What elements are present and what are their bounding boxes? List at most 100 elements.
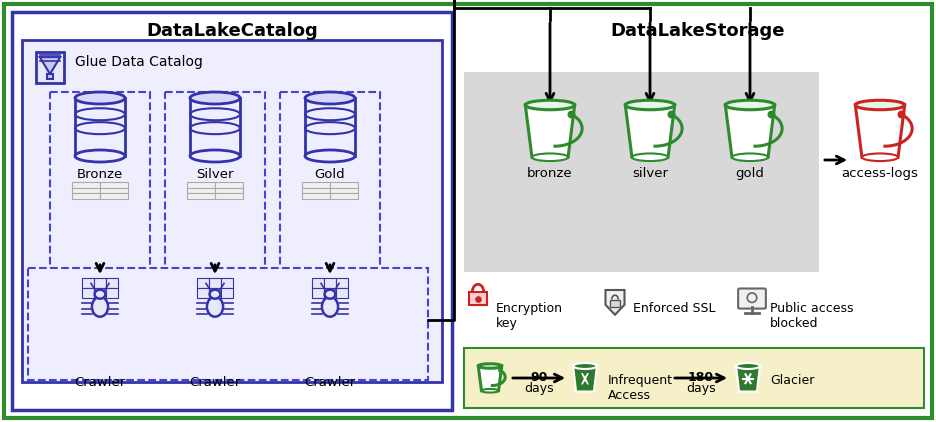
Ellipse shape — [75, 92, 125, 104]
Ellipse shape — [481, 389, 499, 392]
Polygon shape — [573, 366, 597, 392]
Ellipse shape — [190, 92, 240, 104]
Bar — [187, 182, 215, 187]
Ellipse shape — [325, 289, 335, 299]
Ellipse shape — [322, 297, 338, 316]
Bar — [464, 72, 819, 272]
Text: Crawler: Crawler — [74, 376, 125, 389]
Bar — [12, 12, 452, 410]
Bar — [190, 98, 240, 156]
Text: access-logs: access-logs — [841, 167, 918, 180]
Bar — [470, 292, 487, 305]
Bar — [330, 187, 358, 193]
Bar — [336, 278, 348, 288]
Bar — [75, 98, 125, 156]
Bar — [221, 288, 233, 298]
Ellipse shape — [736, 363, 760, 369]
Bar — [330, 182, 358, 187]
Bar — [82, 288, 94, 298]
Text: Glue Data Catalog: Glue Data Catalog — [75, 55, 203, 69]
Polygon shape — [736, 366, 760, 392]
Ellipse shape — [305, 92, 355, 104]
Bar — [100, 187, 128, 193]
Text: Silver: Silver — [197, 168, 234, 181]
Text: Glacier: Glacier — [770, 373, 814, 387]
Polygon shape — [606, 290, 624, 315]
Ellipse shape — [190, 150, 240, 162]
Bar — [302, 182, 330, 187]
Bar — [302, 187, 330, 193]
Bar — [312, 288, 324, 298]
Bar — [100, 193, 128, 198]
Text: Infrequent
Access: Infrequent Access — [608, 374, 673, 402]
Bar — [106, 278, 118, 288]
FancyBboxPatch shape — [739, 289, 766, 308]
Bar — [106, 288, 118, 298]
Bar — [72, 182, 100, 187]
Bar — [197, 278, 209, 288]
Bar — [312, 278, 324, 288]
Ellipse shape — [95, 289, 106, 299]
Text: bronze: bronze — [527, 167, 573, 180]
Polygon shape — [725, 105, 775, 157]
Ellipse shape — [210, 289, 220, 299]
Text: Crawler: Crawler — [304, 376, 356, 389]
Ellipse shape — [75, 150, 125, 162]
Polygon shape — [856, 105, 905, 157]
Bar — [47, 74, 53, 79]
Ellipse shape — [207, 297, 223, 316]
Bar — [72, 187, 100, 193]
Bar — [336, 288, 348, 298]
Bar — [302, 193, 330, 198]
Ellipse shape — [573, 363, 597, 369]
Bar — [215, 182, 243, 187]
Bar — [209, 288, 221, 298]
Ellipse shape — [478, 364, 502, 368]
Bar — [22, 40, 442, 382]
Ellipse shape — [732, 154, 768, 161]
Bar — [215, 193, 243, 198]
Text: days: days — [524, 382, 554, 395]
Text: Enforced SSL: Enforced SSL — [633, 302, 715, 315]
Ellipse shape — [725, 100, 775, 110]
Bar — [187, 187, 215, 193]
Polygon shape — [40, 57, 60, 74]
Ellipse shape — [856, 100, 905, 110]
Polygon shape — [625, 105, 675, 157]
Bar — [221, 278, 233, 288]
Text: Public access
blocked: Public access blocked — [770, 302, 854, 330]
Bar — [324, 288, 336, 298]
Bar — [165, 92, 265, 277]
Bar — [72, 193, 100, 198]
Bar — [37, 52, 64, 83]
Bar — [330, 193, 358, 198]
Bar — [324, 278, 336, 288]
Text: 180: 180 — [688, 371, 714, 384]
Text: DataLakeCatalog: DataLakeCatalog — [146, 22, 318, 40]
Polygon shape — [478, 366, 502, 391]
Bar — [82, 278, 94, 288]
Text: DataLakeStorage: DataLakeStorage — [611, 22, 785, 40]
Bar — [50, 92, 150, 277]
Bar — [209, 278, 221, 288]
Ellipse shape — [632, 154, 668, 161]
Bar — [464, 348, 924, 408]
Text: days: days — [686, 382, 716, 395]
Bar — [100, 182, 128, 187]
Ellipse shape — [862, 154, 898, 161]
Bar — [610, 300, 620, 307]
Bar — [187, 193, 215, 198]
Bar — [94, 278, 106, 288]
Text: Gold: Gold — [314, 168, 345, 181]
Ellipse shape — [305, 150, 355, 162]
Ellipse shape — [92, 297, 108, 316]
Bar — [215, 187, 243, 193]
Text: Bronze: Bronze — [77, 168, 124, 181]
Ellipse shape — [525, 100, 575, 110]
Text: Crawler: Crawler — [189, 376, 241, 389]
Ellipse shape — [625, 100, 675, 110]
Text: 90: 90 — [531, 371, 548, 384]
Text: silver: silver — [632, 167, 668, 180]
Bar — [94, 288, 106, 298]
Bar — [28, 268, 428, 380]
